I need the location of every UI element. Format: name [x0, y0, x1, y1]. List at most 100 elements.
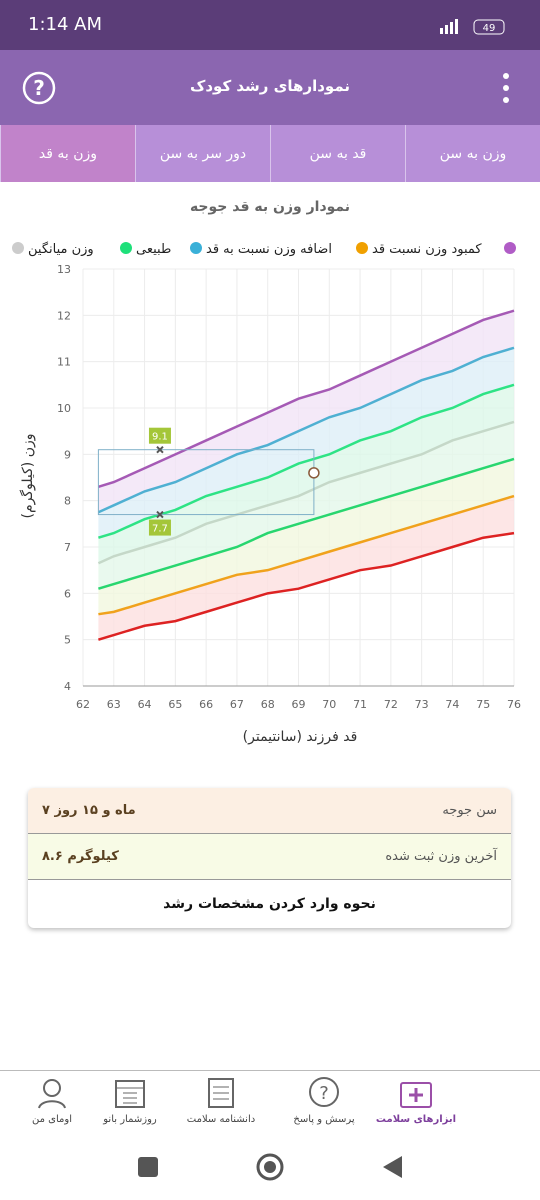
tab[interactable]: وزن به قد: [0, 125, 135, 182]
x-tick-label: 62: [76, 698, 90, 711]
x-tick-label: 75: [476, 698, 490, 711]
x-tick-label: 64: [138, 698, 152, 711]
x-tick-label: 67: [230, 698, 244, 711]
nav-icon: [208, 1078, 234, 1108]
info-label: آخرین وزن ثبت شده: [385, 849, 497, 864]
nav-icon: [115, 1080, 145, 1108]
info-value: ۸.۶ کیلوگرم: [42, 849, 119, 864]
nav-icon: [38, 1079, 66, 1109]
x-tick-label: 70: [322, 698, 336, 711]
line-series: [98, 531, 515, 641]
nav-item[interactable]: ? پرسش و پاسخ: [274, 1075, 374, 1125]
time: 1:14 AM: [28, 14, 102, 35]
band: [98, 347, 515, 538]
info-row: سن جوجه ۷ ماه و ۱۵ روز: [28, 788, 511, 834]
title: نمودارهای رشد کودک: [189, 77, 351, 95]
legend-dot: [356, 242, 368, 254]
x-tick-label: 69: [292, 698, 306, 711]
chart: نمودار وزن به قد جوجه قد فرزند (سانتیمتر…: [12, 199, 521, 745]
x-tick-label: 66: [199, 698, 213, 711]
marker-label: 9.1: [152, 432, 168, 443]
y-tick-label: 8: [64, 495, 71, 508]
line-series: [98, 309, 515, 488]
nav-icon: [400, 1082, 432, 1108]
info-row: آخرین وزن ثبت شده ۸.۶ کیلوگرم: [28, 834, 511, 880]
status-bar: 1:14 AM 49: [0, 0, 540, 50]
bottom-nav: ابزارهای سلامت? پرسش و پاسخ دانشنامه سلامت…: [0, 1070, 540, 1141]
legend-dot: [504, 242, 516, 254]
legend-label: طبیعی: [136, 242, 171, 257]
legend-label: اضافه وزن نسبت به قد: [206, 242, 332, 257]
band: [98, 421, 515, 589]
tab[interactable]: قد به سن: [270, 125, 405, 182]
info-card: سن جوجه ۷ ماه و ۱۵ روز آخرین وزن ثبت شده ۸.…: [28, 788, 511, 928]
y-tick-label: 12: [57, 309, 71, 322]
line-series: [98, 457, 515, 590]
legend-dot: [120, 242, 132, 254]
svg-text:?: ?: [319, 1083, 329, 1104]
nav-label: پرسش و پاسخ: [293, 1114, 355, 1125]
menu-button[interactable]: [500, 72, 512, 106]
svg-text:?: ?: [33, 76, 45, 100]
line-series: [97, 346, 515, 514]
marker: [156, 445, 164, 454]
y-tick-label: 10: [57, 402, 71, 415]
nav-item[interactable]: روزشمار بانو: [80, 1075, 180, 1125]
y-tick-label: 9: [64, 448, 71, 461]
info-value: ۷ ماه و ۱۵ روز: [42, 803, 136, 818]
nav-item[interactable]: ابزارهای سلامت: [366, 1075, 466, 1125]
system-nav: [138, 1153, 402, 1181]
y-tick-label: 11: [57, 356, 71, 369]
line-series: [98, 494, 515, 616]
tabs: وزن به سن قد به سن دور سر به سن وزن به قد: [0, 125, 540, 182]
x-tick-label: 73: [415, 698, 429, 711]
status-icons: 49: [440, 19, 505, 35]
x-tick-label: 65: [168, 698, 182, 711]
nav-label: دانشنامه سلامت: [186, 1114, 256, 1125]
band: [98, 458, 515, 615]
nav-label: روزشمار بانو: [103, 1114, 157, 1125]
y-tick-label: 7: [64, 541, 71, 554]
nav-label: ابزارهای سلامت: [375, 1114, 457, 1125]
tab[interactable]: دور سر به سن: [135, 125, 270, 182]
nav-item[interactable]: اومای من: [2, 1075, 102, 1125]
help-button[interactable]: ?: [22, 71, 56, 105]
nav-item[interactable]: دانشنامه سلامت: [171, 1075, 271, 1125]
info-link[interactable]: نحوه وارد کردن مشخصات رشد: [163, 896, 376, 912]
band: [98, 496, 515, 640]
legend-dot: [12, 242, 24, 254]
band: [98, 384, 515, 564]
marker-label-bg: [148, 519, 171, 536]
x-tick-label: 68: [261, 698, 275, 711]
legend-dot: [190, 242, 202, 254]
line-series: [98, 383, 515, 539]
x-tick-label: 72: [384, 698, 398, 711]
chart-title: نمودار وزن به قد جوجه: [190, 199, 350, 215]
y-tick-label: 5: [64, 634, 71, 647]
y-axis-label: وزن (کیلوگرم): [19, 434, 36, 519]
marker: [156, 510, 164, 519]
info-label: سن جوجه: [442, 803, 497, 818]
x-tick-label: 74: [445, 698, 459, 711]
line-series: [97, 420, 515, 565]
x-tick-label: 71: [353, 698, 367, 711]
marker-label-bg: [148, 427, 171, 444]
legend-label: وزن میانگین: [28, 241, 94, 257]
y-tick-label: 6: [64, 587, 71, 600]
legend-label: کمبود وزن نسبت قد: [372, 242, 482, 257]
highlight-box: [97, 449, 315, 516]
x-tick-label: 63: [107, 698, 121, 711]
band: [98, 310, 515, 513]
battery: 49: [483, 23, 496, 34]
tab[interactable]: وزن به سن: [405, 125, 540, 182]
x-tick-label: 76: [507, 698, 521, 711]
child-point: [308, 467, 320, 479]
marker-label: 7.7: [152, 524, 168, 535]
nav-icon: ?: [309, 1077, 339, 1107]
x-axis-label: قد فرزند (سانتیمتر): [243, 729, 358, 745]
nav-label: اومای من: [32, 1114, 72, 1125]
y-tick-label: 13: [57, 263, 71, 276]
app-bar: ? نمودارهای رشد کودک: [0, 50, 540, 125]
y-tick-label: 4: [64, 680, 71, 693]
